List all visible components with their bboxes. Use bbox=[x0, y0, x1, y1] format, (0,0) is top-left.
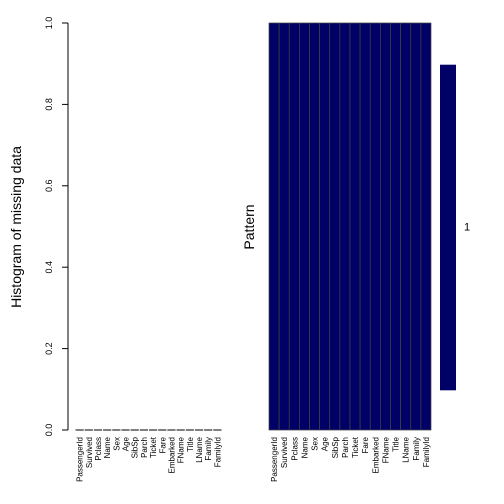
pattern-proportion-bar bbox=[440, 64, 456, 391]
pattern-x-label: Sex bbox=[311, 437, 320, 451]
pattern-cell bbox=[380, 22, 391, 431]
pattern-x-label: SibSp bbox=[331, 436, 340, 458]
pattern-cell bbox=[390, 22, 401, 431]
pattern-row-label: 1 bbox=[464, 222, 470, 234]
pattern-x-label: Parch bbox=[341, 437, 350, 458]
pattern-cell bbox=[339, 22, 351, 431]
pattern-x-label: Embarked bbox=[371, 437, 380, 473]
histogram-y-tick-label: 0.2 bbox=[44, 342, 54, 355]
pattern-x-label: Ticket bbox=[351, 436, 360, 458]
pattern-y-axis-label: Pattern bbox=[241, 204, 257, 249]
pattern-x-label: PassengerId bbox=[270, 437, 279, 482]
histogram-x-label: Age bbox=[122, 436, 131, 451]
pattern-cell bbox=[299, 22, 310, 431]
pattern-x-label: Name bbox=[300, 436, 309, 458]
pattern-x-labels: PassengerId Survived Pclass Name Sex Age SibSp… bbox=[270, 436, 431, 482]
histogram-x-label: Ticket bbox=[149, 436, 158, 458]
pattern-x-label: FamilyId bbox=[422, 437, 431, 467]
pattern-x-label: FName bbox=[381, 436, 390, 463]
pattern-x-label: Age bbox=[321, 436, 330, 451]
histogram-x-label: Sex bbox=[112, 437, 121, 451]
histogram-x-label: LName bbox=[195, 436, 204, 462]
pattern-panel: Pattern PassengerId Survived Pclass Name Sex… bbox=[241, 22, 470, 482]
histogram-x-label: PassengerId bbox=[76, 437, 85, 482]
pattern-cell bbox=[329, 22, 341, 431]
pattern-cell bbox=[400, 22, 412, 431]
pattern-x-label: Fare bbox=[361, 436, 370, 453]
histogram-y-ticks: 0.0 0.2 0.4 0.6 0.8 1.0 bbox=[44, 17, 68, 437]
pattern-cell bbox=[278, 22, 290, 431]
pattern-proportion-bars: 1 bbox=[440, 64, 470, 391]
histogram-x-label: Family bbox=[204, 437, 213, 461]
pattern-cell bbox=[349, 22, 361, 431]
pattern-cell bbox=[319, 22, 331, 431]
pattern-x-label: Survived bbox=[280, 437, 289, 468]
histogram-y-tick-label: 0.0 bbox=[44, 424, 54, 437]
histogram-x-label: Fare bbox=[158, 436, 167, 453]
pattern-cell bbox=[359, 22, 371, 431]
histogram-x-label: Survived bbox=[85, 437, 94, 468]
histogram-x-label: Pclass bbox=[94, 437, 103, 461]
pattern-x-label: Pclass bbox=[290, 437, 299, 461]
histogram-x-label: SibSp bbox=[131, 436, 140, 458]
histogram-y-tick-label: 0.6 bbox=[44, 180, 54, 193]
histogram-x-label: Parch bbox=[140, 437, 149, 458]
histogram-y-tick-label: 0.4 bbox=[44, 261, 54, 274]
histogram-y-axis-label: Histogram of missing data bbox=[8, 146, 24, 308]
histogram-y-tick-label: 1.0 bbox=[44, 17, 54, 30]
histogram-x-label: Title bbox=[186, 436, 195, 451]
pattern-cells bbox=[268, 22, 432, 431]
histogram-x-label: Embarked bbox=[167, 437, 176, 473]
histogram-y-tick-label: 0.8 bbox=[44, 98, 54, 111]
histogram-x-label: Name bbox=[103, 436, 112, 458]
histogram-x-label: FamilyId bbox=[213, 437, 222, 467]
pattern-cell bbox=[420, 22, 432, 431]
pattern-cell bbox=[268, 22, 280, 431]
pattern-x-label: Family bbox=[412, 437, 421, 461]
pattern-cell bbox=[288, 22, 300, 431]
pattern-x-label: LName bbox=[402, 436, 411, 462]
histogram-x-label: FName bbox=[177, 436, 186, 463]
histogram-x-labels: PassengerId Survived Pclass Name Sex Age SibSp… bbox=[76, 436, 223, 482]
pattern-cell bbox=[309, 22, 320, 431]
pattern-x-label: Title bbox=[392, 436, 401, 451]
pattern-cell bbox=[410, 22, 422, 431]
histogram-panel: Histogram of missing data 0.00.20.40.60.… bbox=[8, 17, 222, 482]
pattern-cell bbox=[369, 22, 381, 431]
